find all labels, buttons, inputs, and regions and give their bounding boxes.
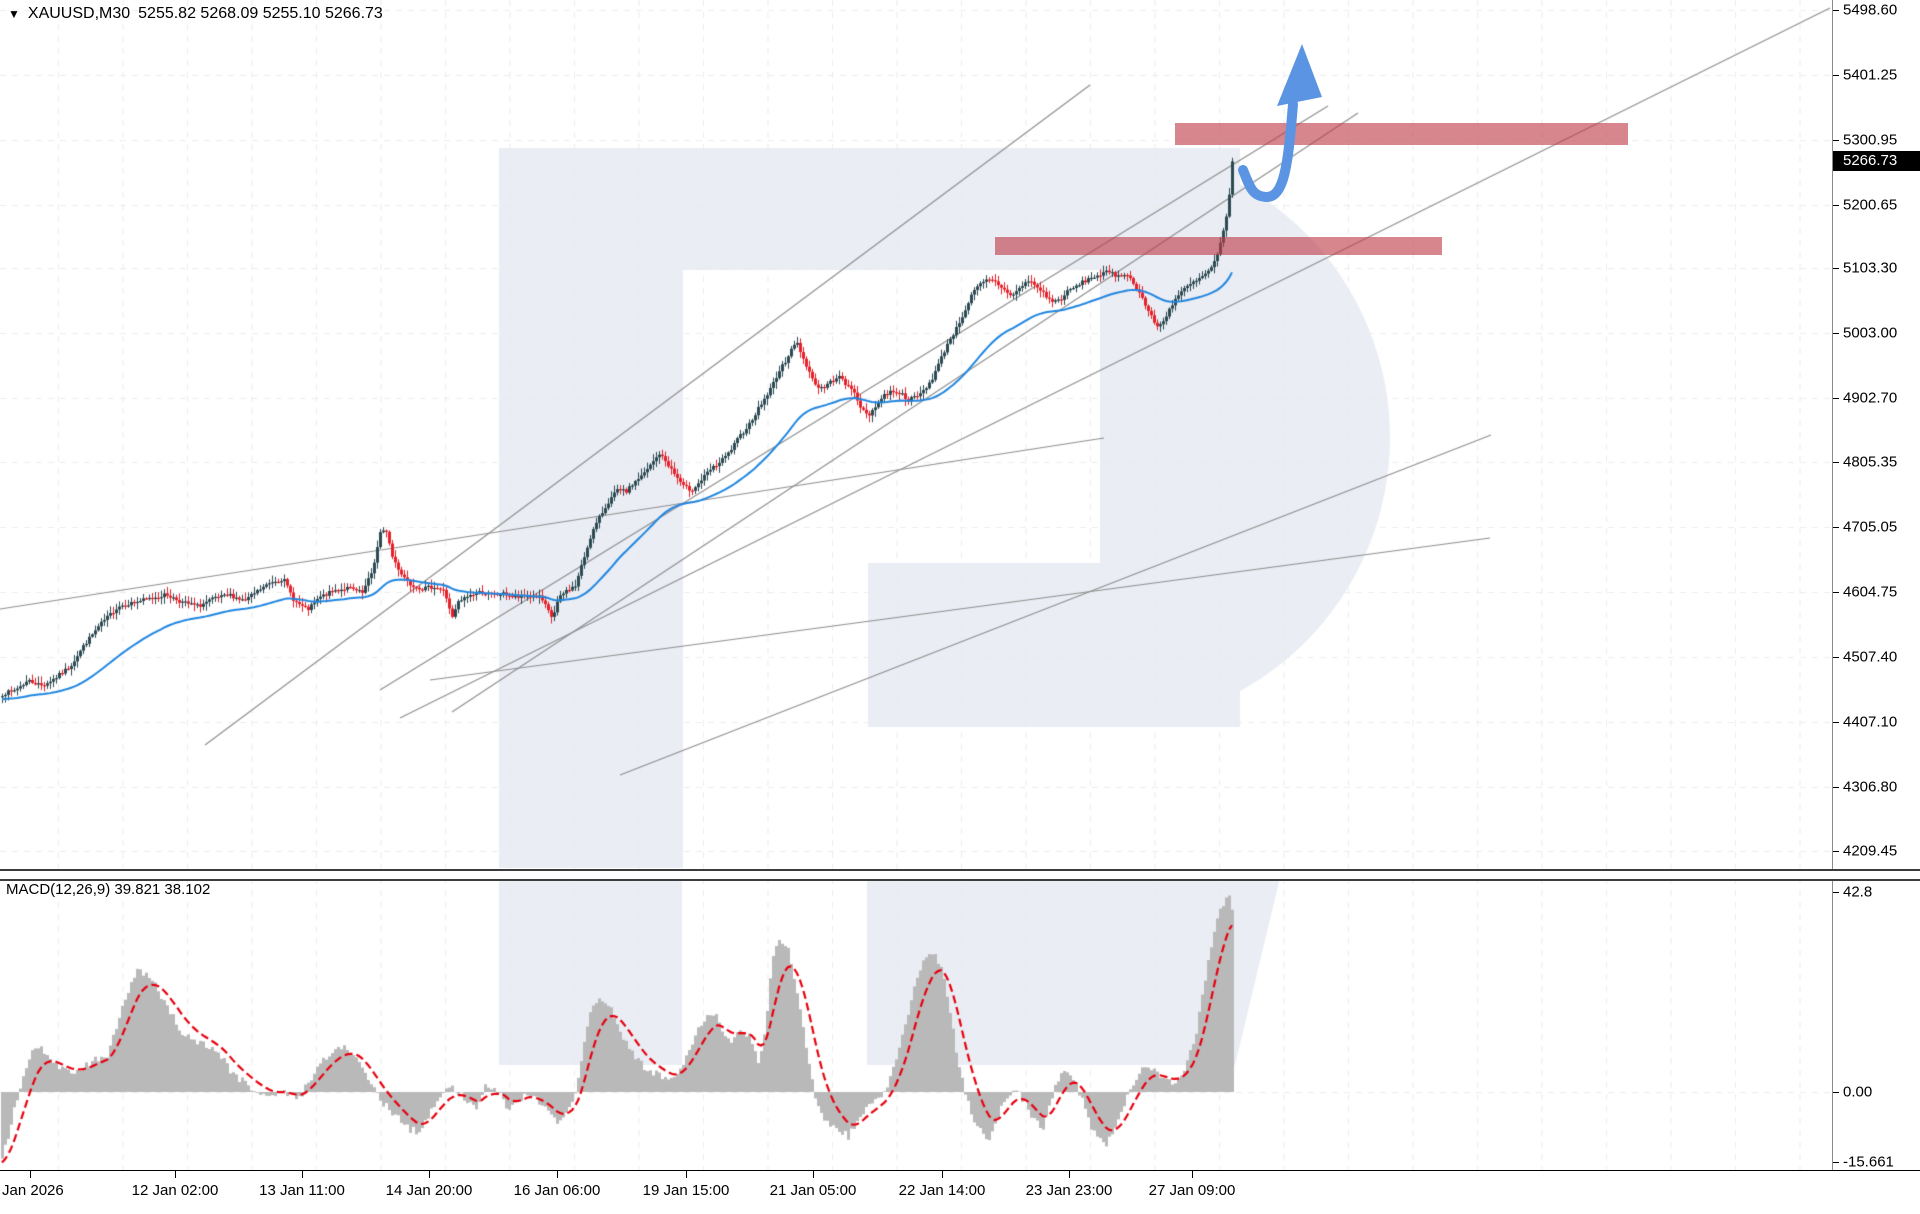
symbol-bar[interactable]: ▼ XAUUSD,M30 5255.82 5268.09 5255.10 526… [8, 5, 383, 23]
chevron-down-icon[interactable]: ▼ [8, 7, 20, 21]
price-axis-label: 4902.70 [1843, 389, 1898, 407]
time-axis-tick [1192, 1171, 1193, 1178]
macd-axis-tick [1833, 1162, 1839, 1163]
price-axis-tick [1833, 657, 1839, 658]
up-arrow-head-icon [1277, 44, 1322, 106]
price-axis-label: 5103.30 [1843, 259, 1898, 277]
price-axis-label: 5200.65 [1843, 196, 1898, 214]
time-axis-label: 23 Jan 23:00 [1025, 1182, 1113, 1199]
time-axis-label: 19 Jan 15:00 [642, 1182, 730, 1199]
price-axis-tick [1833, 722, 1839, 723]
macd-axis-tick [1833, 1092, 1839, 1093]
time-axis-tick [30, 1171, 31, 1178]
time-axis-tick [302, 1171, 303, 1178]
up-arrow-tail [1238, 99, 1298, 202]
macd-axis-tick [1833, 892, 1839, 893]
macd-current-values: 39.821 38.102 [114, 881, 211, 898]
price-axis-tick [1833, 592, 1839, 593]
resistance-zone-lower[interactable] [995, 237, 1442, 255]
time-axis-label: Jan 2026 [2, 1182, 64, 1199]
price-axis-label: 4306.80 [1843, 778, 1898, 796]
time-axis-tick [557, 1171, 558, 1178]
time-axis-label: 27 Jan 09:00 [1148, 1182, 1236, 1199]
time-axis[interactable]: Jan 2026 12 Jan 02:00 13 Jan 11:00 14 Jan 2… [0, 1170, 1920, 1214]
symbol-ohlc-values: 5255.82 5268.09 5255.10 5266.73 [138, 5, 383, 22]
price-axis-tick [1833, 398, 1839, 399]
price-axis-label: 4507.40 [1843, 648, 1898, 666]
time-axis-tick [813, 1171, 814, 1178]
macd-axis-label: 0.00 [1843, 1083, 1873, 1101]
time-axis-label: 21 Jan 05:00 [769, 1182, 857, 1199]
price-axis-tick [1833, 851, 1839, 852]
price-axis-label: 5003.00 [1843, 324, 1898, 342]
price-axis-label: 4705.05 [1843, 518, 1898, 536]
panel-resize-separator[interactable] [0, 869, 1920, 881]
price-axis-label: 4209.45 [1843, 842, 1898, 860]
time-axis-label: 14 Jan 20:00 [385, 1182, 473, 1199]
time-axis-label: 13 Jan 11:00 [259, 1182, 345, 1199]
price-axis[interactable]: 5266.73 5498.60 5401.25 5300.95 5200.65 5103… [1832, 0, 1920, 1171]
current-price-badge: 5266.73 [1833, 151, 1920, 171]
price-axis-tick [1833, 462, 1839, 463]
price-axis-tick [1833, 205, 1839, 206]
macd-name: MACD(12,26,9) [6, 881, 111, 898]
time-axis-label: 12 Jan 02:00 [131, 1182, 219, 1199]
price-axis-tick [1833, 140, 1839, 141]
price-axis-label: 4407.10 [1843, 713, 1898, 731]
time-axis-tick [429, 1171, 430, 1178]
price-axis-label: 5300.95 [1843, 131, 1898, 149]
macd-axis-label: 42.8 [1843, 883, 1873, 901]
price-axis-label: 5498.60 [1843, 1, 1898, 19]
macd-indicator-label: MACD(12,26,9) 39.821 38.102 [6, 881, 210, 898]
macd-axis-label: -15.661 [1843, 1153, 1894, 1171]
price-axis-tick [1833, 787, 1839, 788]
price-axis-tick [1833, 10, 1839, 11]
price-axis-label: 4805.35 [1843, 453, 1898, 471]
time-axis-tick [175, 1171, 176, 1178]
time-axis-label: 16 Jan 06:00 [513, 1182, 601, 1199]
price-axis-label: 4604.75 [1843, 583, 1898, 601]
price-axis-tick [1833, 333, 1839, 334]
time-axis-tick [1069, 1171, 1070, 1178]
time-axis-tick [686, 1171, 687, 1178]
price-axis-tick [1833, 75, 1839, 76]
price-axis-tick [1833, 527, 1839, 528]
time-axis-label: 22 Jan 14:00 [898, 1182, 986, 1199]
price-axis-tick [1833, 268, 1839, 269]
time-axis-tick [942, 1171, 943, 1178]
price-axis-label: 5401.25 [1843, 66, 1898, 84]
symbol-name: XAUUSD,M30 [27, 5, 131, 22]
